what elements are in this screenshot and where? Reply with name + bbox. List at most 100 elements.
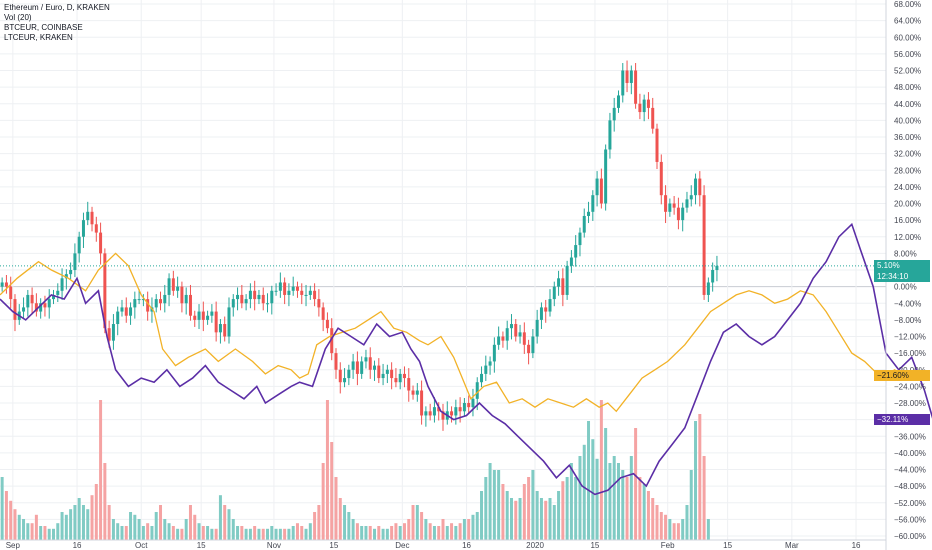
candle-body: [599, 178, 603, 204]
y-tick-label: −56.00%: [894, 515, 926, 524]
candle-body: [347, 369, 351, 379]
volume-bar: [90, 495, 94, 540]
volume-bar: [334, 477, 338, 540]
volume-bar: [471, 514, 475, 540]
volume-bar: [60, 512, 64, 540]
legend-compare-btc[interactable]: BTCEUR, COINBASE: [4, 23, 83, 32]
y-tick-label: −44.00%: [894, 466, 926, 475]
volume-bar: [124, 526, 128, 540]
candle-body: [407, 378, 411, 391]
candle-body: [351, 361, 355, 370]
volume-bar: [330, 442, 334, 540]
candle-body: [561, 278, 565, 295]
volume-bar: [163, 519, 167, 540]
volume-bar: [86, 509, 90, 540]
volume-bar: [52, 528, 56, 540]
candle-body: [86, 211, 90, 221]
volume-bar: [368, 526, 372, 540]
volume-bar: [407, 519, 411, 540]
x-tick-label: 16: [852, 541, 861, 550]
volume-bar: [642, 484, 646, 540]
volume-bar: [159, 505, 163, 540]
volume-bar: [612, 456, 616, 540]
volume-bar: [484, 477, 488, 540]
volume-bar: [270, 526, 274, 540]
price-axis[interactable]: 68.00% 64.00% 60.00% 56.00% 52.00% 48.00% 44.0…: [885, 0, 926, 550]
volume-bar: [402, 523, 406, 540]
volume-bar: [501, 484, 505, 540]
volume-bar: [689, 470, 693, 540]
volume-bar: [685, 505, 689, 540]
candle-body: [467, 403, 471, 408]
x-tick-label: 15: [590, 541, 599, 550]
volume-bar: [527, 477, 531, 540]
y-tick-label: 56.00%: [894, 50, 921, 59]
volume-bar: [77, 498, 81, 540]
candle-body: [685, 199, 689, 208]
candle-body: [659, 161, 663, 196]
volume-bar: [218, 495, 222, 540]
candle-body: [34, 303, 38, 312]
candle-body: [616, 95, 620, 108]
volume-bar: [338, 498, 342, 540]
volume-bar: [698, 414, 702, 540]
ltc-change-badge: −32.11%: [874, 414, 930, 425]
candle-body: [634, 70, 638, 104]
x-tick-label: 15: [329, 541, 338, 550]
candle-body: [274, 290, 278, 292]
volume-bar: [467, 519, 471, 540]
volume-bar: [240, 526, 244, 540]
legend-volume[interactable]: Vol (20): [4, 13, 32, 22]
candle-body: [223, 324, 227, 337]
volume-bar: [278, 528, 282, 540]
candle-body: [287, 290, 291, 295]
volume-bar: [706, 519, 710, 540]
candle-body: [608, 120, 612, 150]
candle-body: [646, 99, 650, 108]
volume-bar: [351, 519, 355, 540]
candle-body: [557, 278, 561, 287]
volume-bar: [137, 519, 141, 540]
y-tick-label: 12.00%: [894, 233, 921, 242]
legend-compare-ltc[interactable]: LTCEUR, KRAKEN: [4, 33, 73, 42]
countdown-badge: 12:34:10: [874, 270, 930, 282]
legend-main-symbol[interactable]: Ethereum / Euro, D, KRAKEN: [4, 3, 110, 12]
candle-body: [420, 390, 424, 416]
candle-body: [531, 336, 535, 354]
candle-body: [167, 278, 171, 295]
volume-bar: [261, 528, 265, 540]
volume-bar: [595, 458, 599, 540]
candle-body: [591, 195, 595, 212]
volume-bar: [420, 512, 424, 540]
volume-bar: [73, 505, 77, 540]
candle-body: [261, 294, 265, 304]
y-tick-label: 24.00%: [894, 183, 921, 192]
volume-bar: [415, 505, 419, 540]
candle-body: [360, 361, 364, 374]
volume-bar: [509, 498, 513, 540]
candle-body: [253, 290, 257, 300]
candle-body: [368, 357, 372, 370]
candle-body: [364, 357, 368, 362]
candle-body: [480, 373, 484, 383]
candle-body: [518, 332, 522, 337]
x-tick-label: 15: [723, 541, 732, 550]
volume-bar: [17, 514, 21, 540]
volume-bar: [552, 505, 556, 540]
candle-body: [373, 365, 377, 370]
candle-body: [681, 207, 685, 221]
candle-body: [595, 178, 599, 196]
volume-bar: [317, 505, 321, 540]
volume-bar: [655, 505, 659, 540]
time-axis[interactable]: Sep 16 Oct 15 Nov 15 Dec 16 2020 15 Feb 15 Mar 16: [0, 539, 886, 550]
volume-bars: [0, 400, 710, 540]
candle-body: [266, 303, 270, 305]
candle-body: [206, 315, 210, 320]
y-tick-label: −40.00%: [894, 449, 926, 458]
candle-body: [385, 369, 389, 374]
volume-bar: [518, 498, 522, 540]
candle-body: [338, 369, 342, 383]
volume-bar: [411, 505, 415, 540]
y-tick-label: 48.00%: [894, 83, 921, 92]
